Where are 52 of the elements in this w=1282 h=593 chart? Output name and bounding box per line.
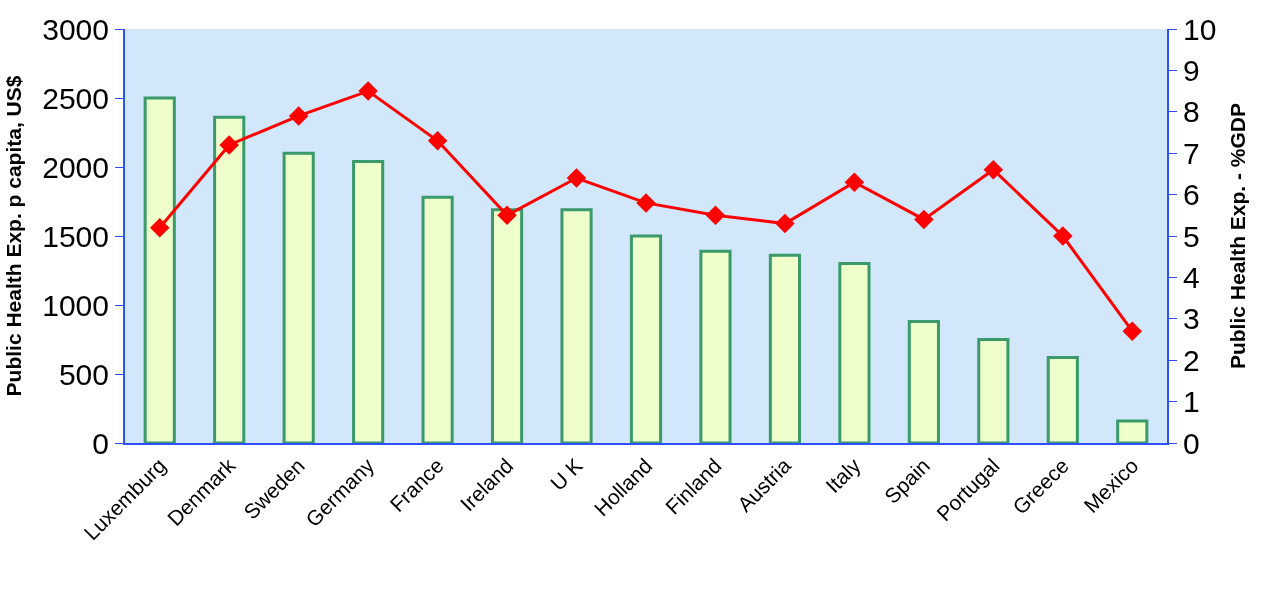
point: [1122, 321, 1143, 341]
bar: [282, 151, 315, 443]
y-tick-label: 500: [58, 357, 109, 391]
bar: [560, 208, 593, 443]
point: [288, 106, 309, 126]
x-tick-label: Italy: [821, 453, 866, 498]
point: [566, 168, 587, 188]
x-tick-label: U K: [545, 453, 587, 495]
y2-tick-label: 2: [1183, 343, 1200, 377]
y2-tick-label: 8: [1183, 95, 1200, 129]
point: [914, 209, 934, 230]
point: [775, 213, 795, 234]
bar: [143, 96, 176, 443]
bar: [907, 320, 940, 443]
y-tick-label: 2500: [42, 81, 109, 115]
bar: [838, 262, 871, 443]
y2-tick-label: 4: [1183, 260, 1200, 294]
bar: [768, 253, 802, 443]
y2-tick-label: 7: [1183, 136, 1200, 170]
y2-tick-label: 0: [1183, 426, 1200, 460]
y-tick-label: 2000: [42, 150, 109, 184]
y2-tick-label: 9: [1183, 53, 1200, 87]
y-axis-title: Public Health Exp. p capita, US$: [1, 75, 25, 397]
y-tick-label: 1000: [42, 288, 109, 322]
bar: [1116, 419, 1149, 443]
point: [427, 131, 448, 151]
point: [358, 81, 378, 101]
y-tick-label: 1500: [42, 219, 109, 253]
bar: [1046, 355, 1079, 443]
bar: [213, 115, 246, 443]
bar: [629, 234, 663, 443]
y2-tick-label: 6: [1183, 178, 1200, 212]
point: [497, 205, 517, 226]
bar: [490, 208, 524, 443]
y2-tick-label: 5: [1183, 219, 1200, 253]
y2-tick-label: 3: [1183, 302, 1200, 336]
point: [149, 217, 170, 238]
y-tick-label: 3000: [42, 12, 109, 46]
y2-tick-label: 10: [1183, 12, 1217, 46]
bar: [977, 338, 1010, 443]
point: [705, 205, 726, 226]
bar: [352, 159, 385, 443]
bar: [699, 249, 732, 443]
y2-axis-title: Public Health Exp. - %GDP: [1226, 102, 1250, 370]
point: [844, 172, 865, 192]
y2-tick-label: 1: [1183, 385, 1200, 419]
point: [636, 193, 656, 213]
point: [219, 135, 239, 155]
point: [1053, 226, 1073, 246]
bar: [421, 195, 454, 443]
point: [983, 160, 1004, 180]
y-tick-label: 0: [92, 426, 109, 460]
